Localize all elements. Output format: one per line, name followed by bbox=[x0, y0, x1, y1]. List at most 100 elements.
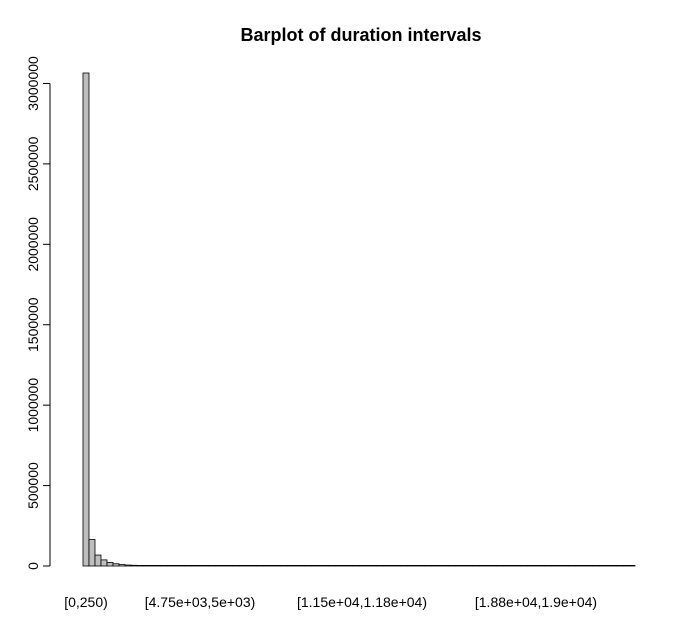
bar bbox=[250, 565, 258, 567]
bar bbox=[154, 565, 162, 567]
bar bbox=[454, 565, 462, 567]
bar bbox=[256, 565, 264, 567]
bar bbox=[304, 565, 312, 567]
bar bbox=[316, 565, 324, 567]
bar bbox=[334, 565, 342, 567]
bar bbox=[244, 565, 252, 567]
bar bbox=[406, 565, 414, 567]
bar bbox=[262, 565, 270, 567]
y-tick-label: 2500000 bbox=[25, 136, 41, 191]
bar bbox=[424, 565, 432, 567]
bar bbox=[292, 565, 300, 567]
bar bbox=[238, 565, 246, 567]
bar bbox=[136, 565, 144, 567]
bar bbox=[208, 565, 216, 567]
bar bbox=[298, 565, 306, 567]
bar bbox=[586, 565, 594, 567]
bar bbox=[82, 72, 90, 567]
y-tick-label: 3000000 bbox=[25, 56, 41, 111]
bar bbox=[322, 565, 330, 567]
bar bbox=[610, 565, 618, 567]
bar bbox=[280, 565, 288, 567]
bar bbox=[148, 565, 156, 567]
bar bbox=[478, 565, 486, 567]
bar bbox=[94, 554, 102, 567]
bar bbox=[286, 565, 294, 567]
bar bbox=[544, 565, 552, 567]
bar bbox=[118, 564, 126, 567]
bar bbox=[472, 565, 480, 567]
y-tick-label: 500000 bbox=[25, 462, 41, 509]
bar bbox=[484, 565, 492, 567]
x-tick-label: [0,250) bbox=[64, 594, 108, 610]
bar bbox=[442, 565, 450, 567]
chart-title: Barplot of duration intervals bbox=[240, 25, 481, 45]
bar bbox=[430, 565, 438, 567]
y-tick-label: 1000000 bbox=[25, 378, 41, 433]
bar bbox=[160, 565, 168, 567]
bar bbox=[388, 565, 396, 567]
bar bbox=[628, 565, 636, 567]
bar bbox=[568, 565, 576, 567]
bar bbox=[520, 565, 528, 567]
y-tick-label: 0 bbox=[25, 562, 41, 570]
bar bbox=[598, 565, 606, 567]
bar bbox=[232, 565, 240, 567]
bar bbox=[580, 565, 588, 567]
bar bbox=[328, 565, 336, 567]
bar bbox=[190, 565, 198, 567]
bar bbox=[172, 565, 180, 567]
bar bbox=[346, 565, 354, 567]
bar bbox=[496, 565, 504, 567]
bar bbox=[436, 565, 444, 567]
bar bbox=[106, 562, 114, 567]
bar bbox=[382, 565, 390, 567]
x-tick-label: [1.15e+04,1.18e+04) bbox=[297, 594, 427, 610]
bar bbox=[220, 565, 228, 567]
bar bbox=[364, 565, 372, 567]
bar bbox=[340, 565, 348, 567]
bar bbox=[274, 565, 282, 567]
bar bbox=[538, 565, 546, 567]
bar bbox=[358, 565, 366, 567]
bar bbox=[376, 565, 384, 567]
bar bbox=[592, 565, 600, 567]
bar bbox=[400, 565, 408, 567]
bar bbox=[622, 565, 630, 567]
bar bbox=[526, 565, 534, 567]
bar bbox=[268, 565, 276, 567]
bar bbox=[100, 559, 108, 567]
bar bbox=[562, 565, 570, 567]
x-tick-label: [4.75e+03,5e+03) bbox=[145, 594, 256, 610]
y-tick-label: 1500000 bbox=[25, 297, 41, 352]
bar bbox=[412, 565, 420, 567]
bar bbox=[532, 565, 540, 567]
bar bbox=[196, 565, 204, 567]
bar bbox=[184, 565, 192, 567]
bar bbox=[466, 565, 474, 567]
bar bbox=[124, 564, 132, 567]
y-tick-label: 2000000 bbox=[25, 217, 41, 272]
bar bbox=[178, 565, 186, 567]
bar bbox=[166, 565, 174, 567]
bar bbox=[142, 565, 150, 567]
bar bbox=[556, 565, 564, 567]
bar bbox=[88, 539, 96, 567]
bars bbox=[82, 72, 636, 567]
bar bbox=[460, 565, 468, 567]
bar bbox=[502, 565, 510, 567]
bar bbox=[574, 565, 582, 567]
bar bbox=[616, 565, 624, 567]
y-axis: 0 500000 1000000 1500000 2000000 2500000 30000… bbox=[25, 56, 51, 570]
bar bbox=[550, 565, 558, 567]
bar bbox=[130, 564, 138, 567]
bar bbox=[202, 565, 210, 567]
bar bbox=[112, 563, 120, 567]
bar bbox=[514, 565, 522, 567]
bar bbox=[370, 565, 378, 567]
bar bbox=[448, 565, 456, 567]
bar bbox=[490, 565, 498, 567]
x-axis-labels: [0,250) [4.75e+03,5e+03) [1.15e+04,1.18e+0… bbox=[64, 594, 597, 610]
bar bbox=[226, 565, 234, 567]
